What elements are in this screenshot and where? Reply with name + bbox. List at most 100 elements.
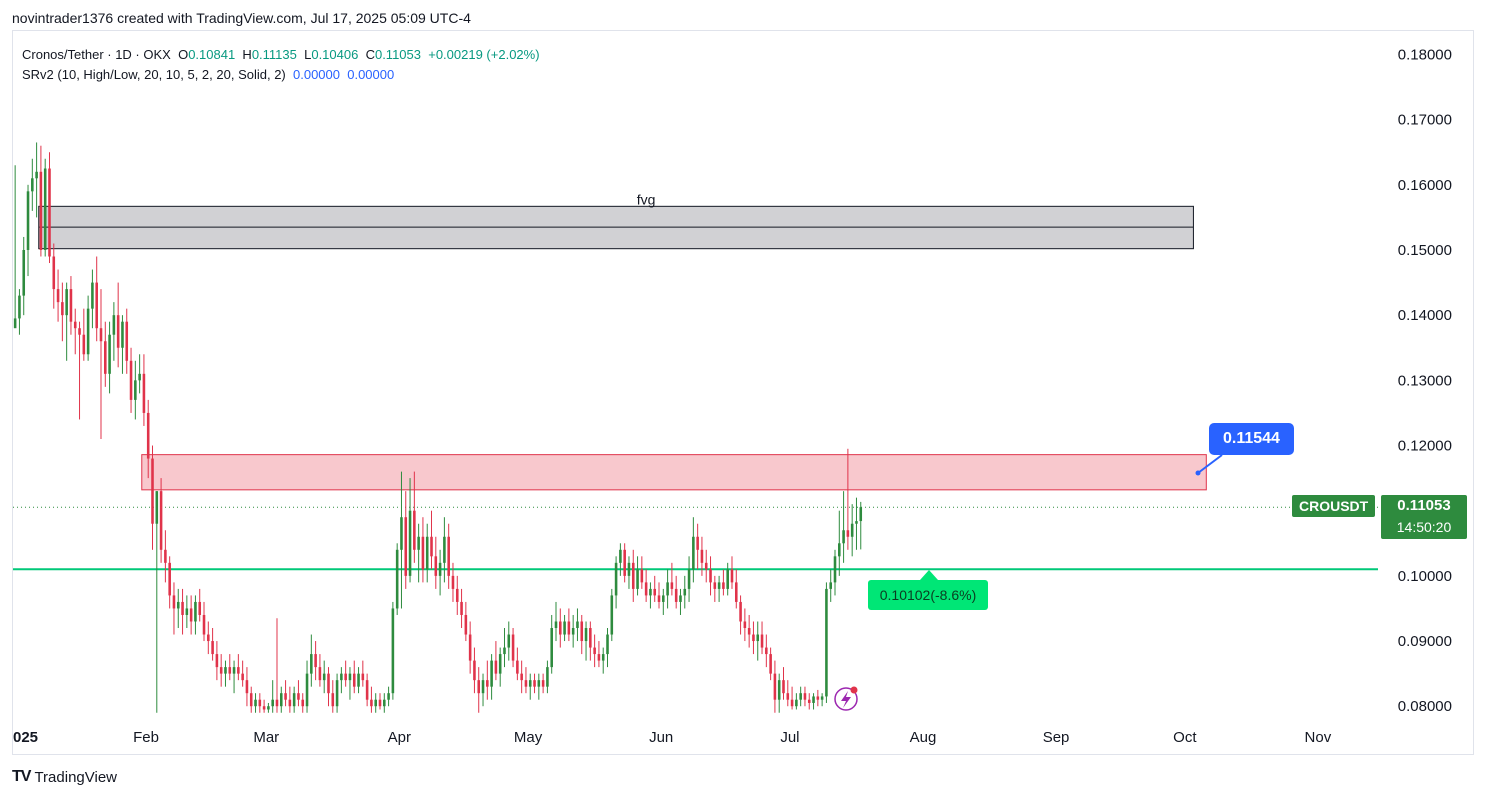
time-tick-label: Jun [649,729,673,746]
candle-body [722,582,725,589]
candle-body [387,693,390,700]
candle-body [640,569,644,583]
candle-body [112,315,116,335]
tradingview-logo[interactable]: TV TradingView [12,768,117,786]
candle-body [649,588,652,596]
candle-body [833,556,837,583]
notification-dot-icon [850,686,858,694]
symbol-info[interactable]: Cronos/Tether · 1D · OKX [22,47,171,62]
candle-body [842,530,845,544]
candle-body [361,673,365,681]
candle-body [700,549,704,563]
candles-layer [13,142,863,713]
candle-body [683,588,687,596]
indicator-name[interactable]: SRv2 (10, High/Low, 20, 10, 5, 2, 20, So… [22,67,286,82]
candle-body [134,380,137,400]
candle-body [674,588,678,602]
candle-body [619,549,622,563]
candle-body [374,699,377,707]
price-tick-label: 0.10000 [1398,568,1452,585]
candle-body [99,328,103,342]
time-axis: 025 Feb Mar Apr May Jun Jul Aug Sep Oct Nov [13,729,1332,746]
candle-body [202,614,206,635]
time-tick-label: Jul [780,729,799,746]
price-callout[interactable]: 0.11544 [1209,423,1294,455]
candle-body [679,595,682,602]
candle-body [344,673,347,681]
candle-body [829,582,832,589]
candle-body [717,582,721,589]
candle-body [537,680,541,687]
candle-body [666,582,669,596]
high-value: 0.11135 [251,47,297,62]
candle-body [524,680,528,687]
candle-body [365,680,369,700]
candle-body [78,328,81,335]
candle-body [627,562,631,576]
candle-body [417,536,420,550]
candle-body [567,621,571,635]
open-value: 0.10841 [188,47,236,62]
low-value: 0.10406 [311,47,359,62]
candle-body [219,667,223,674]
candle-body [597,654,601,661]
candle-body [614,562,618,596]
candle-body [790,699,794,707]
candle-body [340,673,343,681]
support-level-label[interactable]: 0.10102(-8.6%) [868,570,988,610]
candle-body [765,647,768,655]
candle-body [352,673,356,687]
candle-body [825,588,828,697]
time-tick-label: Sep [1043,729,1070,746]
candle-body [541,680,545,687]
candle-body [181,601,184,615]
candle-body [662,595,665,602]
candle-body [855,521,858,524]
candle-body [838,543,841,557]
candle-body [593,647,596,655]
candle-body [91,282,94,309]
candle-body [747,628,751,635]
candle-body [172,595,176,609]
candle-body [39,171,43,250]
close-label: C [365,47,375,62]
candle-body [421,536,425,570]
candle-body [507,634,511,648]
candle-body [795,699,798,707]
candle-body [48,168,51,257]
candle-body [704,562,708,570]
candle-body [327,673,330,694]
candle-body [777,680,781,700]
candle-body [786,693,790,700]
candle-body [438,562,442,576]
candle-body [584,628,588,642]
candle-body [151,458,154,524]
candle-body [207,634,210,642]
candle-body [494,660,498,674]
time-tick-label: Aug [910,729,937,746]
time-tick-label: 025 [13,729,38,746]
candle-body [516,660,519,674]
candle-body [533,680,536,687]
candle-body [554,621,558,629]
candle-body [31,178,34,192]
candle-body [460,601,463,615]
candle-body [589,628,592,648]
candle-body [799,693,802,700]
time-tick-label: May [514,729,543,746]
candle-body [812,696,815,703]
candle-body [563,621,566,635]
candle-body [168,562,171,596]
candle-body [559,621,562,635]
candle-body [164,549,167,563]
candle-body [116,315,120,348]
tradingview-brand: TradingView [34,768,117,786]
fvg-label: fvg [637,191,656,207]
candle-body [138,373,141,381]
candle-body [391,608,395,694]
candle-body [292,693,296,707]
chart-legend: Cronos/Tether · 1D · OKX O0.10841 H0.111… [22,45,540,85]
price-tick-label: 0.08000 [1398,698,1452,715]
candle-body [121,321,124,348]
